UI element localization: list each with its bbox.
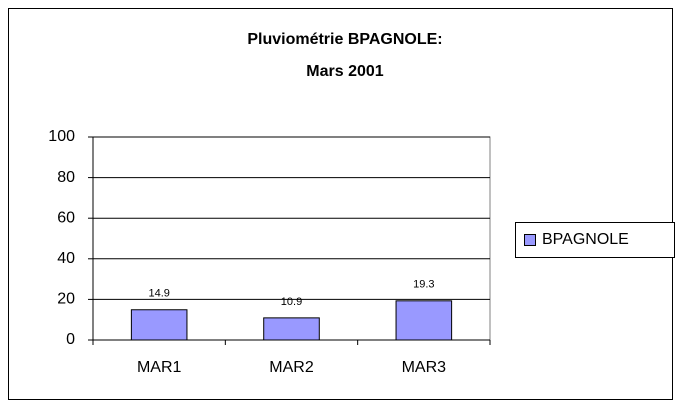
y-tick-label: 0: [66, 331, 75, 348]
y-tick-label: 100: [48, 128, 75, 145]
legend-label: BPAGNOLE: [542, 231, 629, 248]
y-tick-label: 40: [57, 250, 75, 267]
x-tick-label: MAR2: [269, 359, 314, 376]
data-label: 19.3: [413, 279, 434, 291]
data-label: 10.9: [281, 296, 302, 308]
x-tick-label: MAR1: [137, 359, 182, 376]
bar: [263, 317, 320, 341]
legend-swatch: [524, 234, 536, 246]
y-tick-label: 20: [57, 291, 75, 308]
bar: [395, 300, 453, 341]
data-label: 14.9: [148, 288, 169, 300]
bar: [130, 309, 188, 341]
x-tick-label: MAR3: [402, 359, 447, 376]
y-tick-label: 80: [57, 169, 75, 186]
y-tick-label: 60: [57, 209, 75, 226]
chart-title: Mars 2001: [306, 63, 383, 80]
chart-title: Pluviométrie BPAGNOLE:: [247, 31, 442, 48]
legend-box: [515, 222, 675, 258]
